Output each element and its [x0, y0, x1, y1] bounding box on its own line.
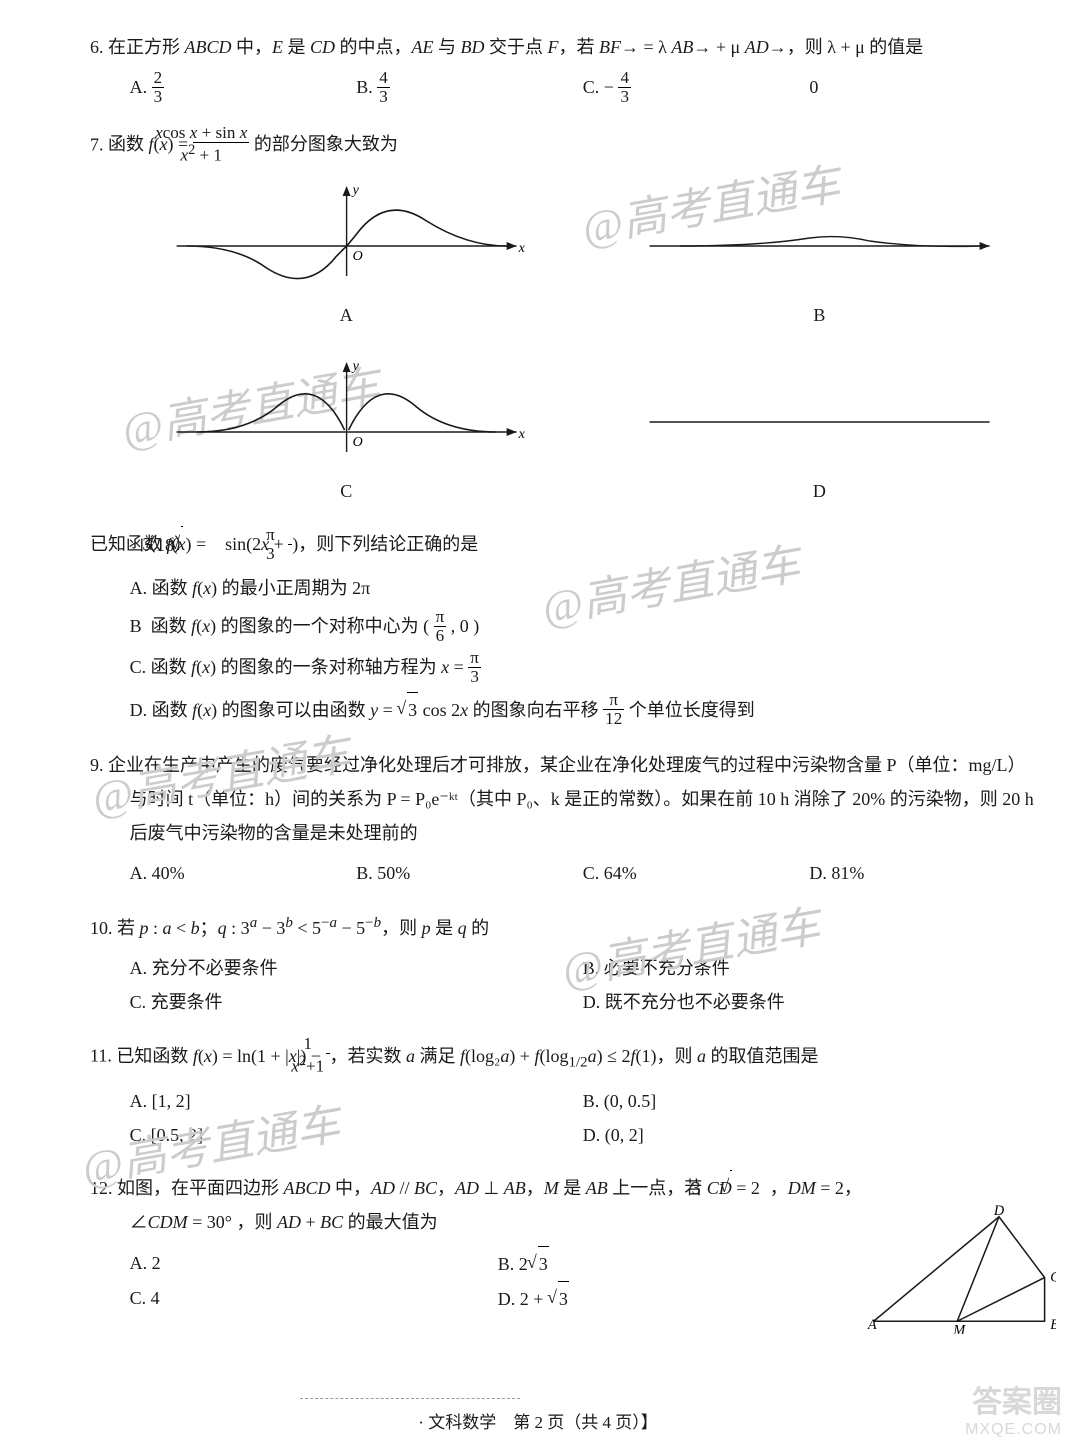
svg-text:y: y: [350, 359, 359, 374]
q7-label-a: A: [130, 298, 563, 332]
graph-b-svg: [603, 176, 1036, 286]
q7-graph-d: D: [603, 352, 1036, 508]
svg-text:O: O: [352, 435, 362, 450]
q7-stem: 7. 函数 f(x) = xcos x + sin xx2 + 1 的部分图象大…: [90, 126, 1036, 167]
q9-opt-a: A. 40%: [130, 856, 357, 890]
q9-opt-c: C. 64%: [583, 856, 810, 890]
q10-opt-d: D. 既不充分也不必要条件: [583, 985, 1036, 1019]
q6-opt-a: A. 23: [130, 70, 357, 107]
brand-watermark: 答案圈 MXQE.COM: [965, 1386, 1062, 1439]
svg-text:C: C: [1050, 1269, 1056, 1285]
svg-text:D: D: [993, 1204, 1005, 1219]
graph-d-svg: [603, 352, 1036, 462]
page-footer: · 文科数学 第 2 页（共 4 页）】: [0, 1408, 1076, 1433]
q7-label-d: D: [603, 474, 1036, 508]
q8-options: A. 函数 f(x) 的最小正周期为 2π B 函数 f(x) 的图象的一个对称…: [90, 571, 1036, 730]
q8-opt-d: D. 函数 f(x) 的图象可以由函数 y = 3 cos 2x 的图象向右平移…: [90, 692, 1036, 730]
question-9: 9. 企业在生产中产生的废气要经过净化处理后才可排放，某企业在净化处理废气的过程…: [90, 748, 1036, 891]
graph-a-svg: x y O: [130, 176, 563, 286]
svg-text:x: x: [517, 427, 525, 442]
question-8: （18） 已知函数 f(x) = 3 sin(2x + π3)，则下列结论正确的…: [90, 526, 1036, 729]
q12-figure: D C B A M: [866, 1204, 1056, 1334]
q7-label-b: B: [603, 298, 1036, 332]
question-10: 10. 若 p : a < b；q : 3a − 3b < 5−a − 5−b，…: [90, 909, 1036, 1020]
q12-options: A. 2 B. 23 C. 4 D. 2 + 3: [90, 1246, 866, 1316]
q9-opt-b: B. 50%: [356, 856, 583, 890]
q12-opt-c: C. 4: [130, 1281, 498, 1316]
q7-label-c: C: [130, 474, 563, 508]
graph-c-svg: x y O: [130, 352, 563, 462]
q12-opt-b: B. 23: [498, 1246, 866, 1281]
q9-opt-d: D. 81%: [809, 856, 1036, 890]
q10-opt-a: A. 充分不必要条件: [130, 951, 583, 985]
q10-options: A. 充分不必要条件 B. 必要不充分条件 C. 充要条件 D. 既不充分也不必…: [90, 951, 1036, 1019]
q12-stem: 12. 如图，在平面四边形 ABCD 中，AD // BC，AD ⊥ AB，M …: [90, 1170, 866, 1239]
svg-text:O: O: [352, 249, 362, 264]
q11-opt-d: D. (0, 2]: [583, 1118, 1036, 1152]
q12-opt-d: D. 2 + 3: [498, 1281, 866, 1316]
q8-stem: 已知函数 f(x) = 3 sin(2x + π3)，则下列结论正确的是: [90, 526, 1036, 564]
q11-stem: 11. 已知函数 f(x) = ln(1 + |x|) − 1x2+1，若实数 …: [90, 1037, 1036, 1078]
q8-opt-b: B 函数 f(x) 的图象的一个对称中心为 ( π6 , 0 ): [90, 609, 1036, 646]
q9-stem: 9. 企业在生产中产生的废气要经过净化处理后才可排放，某企业在净化处理废气的过程…: [90, 748, 1036, 851]
q10-stem: 10. 若 p : a < b；q : 3a − 3b < 5−a − 5−b，…: [90, 909, 1036, 945]
svg-text:x: x: [517, 241, 525, 256]
svg-text:M: M: [952, 1323, 966, 1334]
q11-options: A. [1, 2] B. (0, 0.5] C. [0.5, 2] D. (0,…: [90, 1084, 1036, 1152]
question-11: 11. 已知函数 f(x) = ln(1 + |x|) − 1x2+1，若实数 …: [90, 1037, 1036, 1152]
q11-opt-a: A. [1, 2]: [130, 1084, 583, 1118]
q9-options: A. 40% B. 50% C. 64% D. 81%: [90, 856, 1036, 890]
svg-text:y: y: [350, 183, 359, 198]
q10-opt-b: B. 必要不充分条件: [583, 951, 1036, 985]
q11-opt-c: C. [0.5, 2]: [130, 1118, 583, 1152]
q6-opt-d: 0: [809, 70, 1036, 107]
question-7: 7. 函数 f(x) = xcos x + sin xx2 + 1 的部分图象大…: [90, 126, 1036, 509]
q7-graphs: x y O A: [90, 176, 1036, 508]
dash-line: [300, 1398, 520, 1399]
brand-line2: MXQE.COM: [965, 1421, 1062, 1439]
q6-options: A. 23 B. 43 C. − 43 0: [90, 70, 1036, 107]
q7-graph-b: B: [603, 176, 1036, 332]
q6-stem: 6. 在正方形 ABCD 中，E 是 CD 的中点，AE 与 BD 交于点 F，…: [90, 30, 1036, 64]
q8-opt-a: A. 函数 f(x) 的最小正周期为 2π: [90, 571, 1036, 605]
svg-text:B: B: [1050, 1317, 1056, 1333]
svg-text:A: A: [867, 1317, 877, 1333]
q7-graph-a: x y O A: [130, 176, 563, 332]
q7-graph-c: x y O C: [130, 352, 563, 508]
q6-opt-c: C. − 43: [583, 70, 810, 107]
q6-opt-b: B. 43: [356, 70, 583, 107]
brand-line1: 答案圈: [965, 1386, 1062, 1421]
q11-opt-b: B. (0, 0.5]: [583, 1084, 1036, 1118]
q12-opt-a: A. 2: [130, 1246, 498, 1281]
question-12: 12. 如图，在平面四边形 ABCD 中，AD // BC，AD ⊥ AB，M …: [90, 1170, 1036, 1334]
q8-opt-c: C. 函数 f(x) 的图象的一条对称轴方程为 x = π3: [90, 650, 1036, 687]
page: @高考直通车 @高考直通车 @高考直通车 @高考直通车 @高考直通车 @高考直通…: [0, 0, 1076, 1445]
q10-opt-c: C. 充要条件: [130, 985, 583, 1019]
question-6: 6. 在正方形 ABCD 中，E 是 CD 的中点，AE 与 BD 交于点 F，…: [90, 30, 1036, 108]
